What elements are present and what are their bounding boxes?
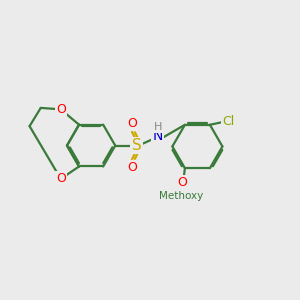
Text: N: N — [152, 129, 163, 143]
Text: O: O — [56, 103, 66, 116]
Text: O: O — [56, 172, 66, 185]
Text: O: O — [127, 161, 137, 174]
Text: Cl: Cl — [222, 115, 235, 128]
Text: S: S — [132, 138, 141, 153]
Text: O: O — [127, 117, 137, 130]
Text: O: O — [178, 176, 188, 189]
Text: H: H — [154, 122, 162, 132]
Text: Methoxy: Methoxy — [159, 191, 203, 201]
